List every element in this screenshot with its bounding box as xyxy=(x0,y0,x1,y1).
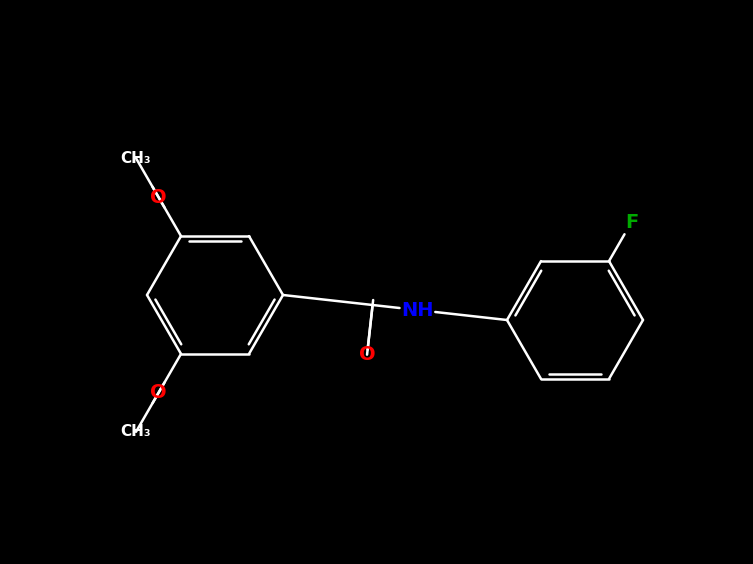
Text: NH: NH xyxy=(401,301,434,319)
Text: F: F xyxy=(625,213,638,232)
Text: CH₃: CH₃ xyxy=(120,151,151,166)
Text: O: O xyxy=(358,345,375,364)
Text: CH₃: CH₃ xyxy=(120,424,151,439)
Text: O: O xyxy=(150,188,167,206)
Text: O: O xyxy=(150,384,167,402)
